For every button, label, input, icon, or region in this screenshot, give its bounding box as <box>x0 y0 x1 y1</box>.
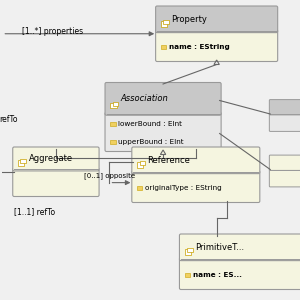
Bar <box>184 250 191 255</box>
FancyBboxPatch shape <box>13 147 99 171</box>
Text: name : EString: name : EString <box>169 44 230 50</box>
Text: Reference: Reference <box>148 156 190 165</box>
FancyBboxPatch shape <box>156 6 278 33</box>
FancyBboxPatch shape <box>269 155 300 170</box>
FancyBboxPatch shape <box>156 30 278 62</box>
FancyBboxPatch shape <box>13 168 99 197</box>
Text: refTo: refTo <box>0 116 18 124</box>
Bar <box>161 22 167 27</box>
Bar <box>161 45 166 49</box>
Text: name : ES...: name : ES... <box>193 272 242 278</box>
Text: Property: Property <box>171 15 207 24</box>
Text: Aggregate: Aggregate <box>28 154 73 164</box>
Bar <box>164 20 169 25</box>
Text: originalType : EString: originalType : EString <box>145 185 222 191</box>
Bar <box>18 160 24 166</box>
Bar <box>187 248 193 253</box>
FancyBboxPatch shape <box>132 171 260 203</box>
Bar <box>140 161 145 166</box>
Bar <box>137 163 143 168</box>
Text: [1..*] properties: [1..*] properties <box>22 27 83 36</box>
Text: [0..1] opposite: [0..1] opposite <box>84 172 135 179</box>
Bar <box>137 186 142 190</box>
FancyBboxPatch shape <box>179 234 300 261</box>
Text: lowerBound : EInt: lowerBound : EInt <box>118 121 182 127</box>
FancyBboxPatch shape <box>105 112 221 152</box>
Bar <box>184 273 190 277</box>
Bar <box>110 140 116 144</box>
Text: upperBound : EInt: upperBound : EInt <box>118 139 184 145</box>
Text: Association: Association <box>121 94 169 103</box>
FancyBboxPatch shape <box>132 147 260 174</box>
Bar <box>110 122 116 126</box>
FancyBboxPatch shape <box>269 113 300 131</box>
Bar <box>113 102 118 106</box>
FancyBboxPatch shape <box>105 82 221 115</box>
Bar <box>20 159 26 163</box>
FancyBboxPatch shape <box>269 169 300 187</box>
Text: PrimitiveT...: PrimitiveT... <box>195 243 244 252</box>
FancyBboxPatch shape <box>269 100 300 115</box>
Bar <box>110 103 117 108</box>
Text: [1..1] refTo: [1..1] refTo <box>14 207 56 216</box>
FancyBboxPatch shape <box>179 258 300 290</box>
